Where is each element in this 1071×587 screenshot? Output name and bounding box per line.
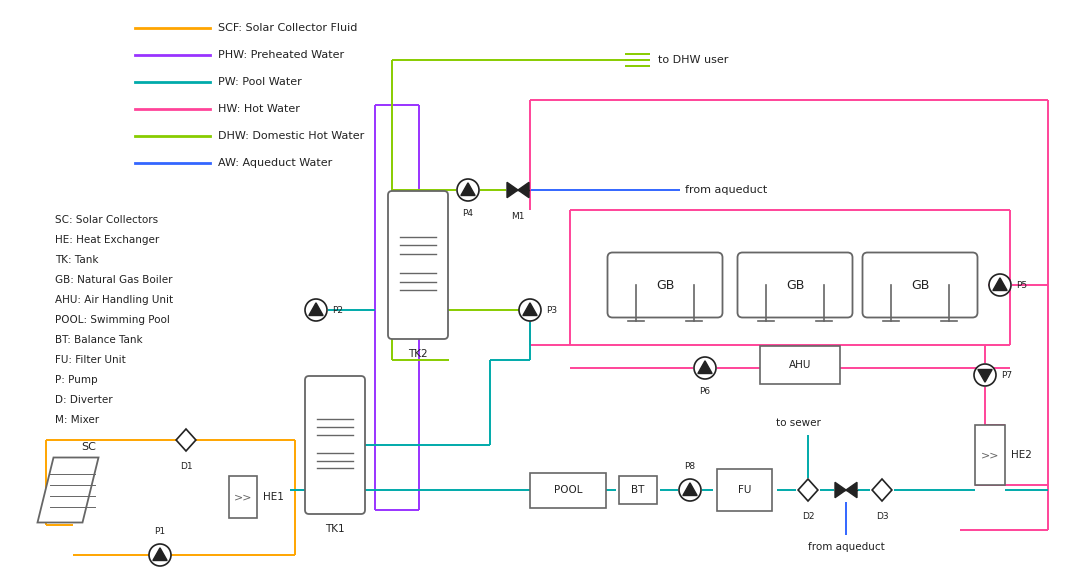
Text: POOL: POOL	[554, 485, 583, 495]
Polygon shape	[308, 303, 323, 315]
Text: P8: P8	[684, 463, 695, 471]
Polygon shape	[176, 429, 196, 451]
Text: POOL: Swimming Pool: POOL: Swimming Pool	[55, 315, 170, 325]
Polygon shape	[872, 479, 892, 501]
Text: D: Diverter: D: Diverter	[55, 395, 112, 405]
Circle shape	[519, 299, 541, 321]
FancyBboxPatch shape	[305, 376, 365, 514]
Text: P7: P7	[1001, 370, 1012, 380]
Text: SCF: Solar Collector Fluid: SCF: Solar Collector Fluid	[218, 23, 358, 33]
Text: P: Pump: P: Pump	[55, 375, 97, 385]
Text: HW: Hot Water: HW: Hot Water	[218, 104, 300, 114]
Text: P2: P2	[332, 305, 344, 315]
Text: TK2: TK2	[408, 349, 427, 359]
Polygon shape	[507, 183, 518, 198]
Polygon shape	[835, 483, 846, 498]
Polygon shape	[993, 278, 1007, 291]
Text: AHU: AHU	[789, 360, 811, 370]
Text: BT: Balance Tank: BT: Balance Tank	[55, 335, 142, 345]
Circle shape	[149, 544, 171, 566]
Text: D1: D1	[180, 462, 193, 471]
Polygon shape	[153, 548, 167, 561]
Bar	[530, 473, 606, 508]
Polygon shape	[461, 183, 476, 195]
Text: from aqueduct: from aqueduct	[685, 185, 767, 195]
Text: to DHW user: to DHW user	[658, 55, 728, 65]
Polygon shape	[846, 483, 857, 498]
FancyBboxPatch shape	[862, 252, 978, 318]
Text: PHW: Preheated Water: PHW: Preheated Water	[218, 50, 344, 60]
Polygon shape	[518, 183, 529, 198]
Bar	[619, 476, 657, 504]
Polygon shape	[37, 457, 99, 522]
Polygon shape	[978, 369, 992, 382]
Text: P4: P4	[463, 209, 473, 218]
Text: M: Mixer: M: Mixer	[55, 415, 100, 425]
Polygon shape	[523, 303, 538, 315]
Text: P1: P1	[154, 527, 166, 537]
FancyBboxPatch shape	[607, 252, 723, 318]
Text: P5: P5	[1016, 281, 1028, 289]
Text: GB: GB	[655, 278, 674, 292]
Circle shape	[457, 179, 479, 201]
Text: to sewer: to sewer	[775, 418, 820, 428]
Text: P3: P3	[546, 305, 558, 315]
Text: FU: Filter Unit: FU: Filter Unit	[55, 355, 125, 365]
Text: from aqueduct: from aqueduct	[808, 542, 885, 552]
Text: HE2: HE2	[1011, 450, 1031, 460]
Text: HE1: HE1	[263, 492, 284, 502]
FancyBboxPatch shape	[738, 252, 853, 318]
Text: P6: P6	[699, 387, 710, 396]
Circle shape	[974, 364, 996, 386]
Circle shape	[679, 479, 702, 501]
Text: D3: D3	[876, 512, 888, 521]
Text: GB: GB	[910, 278, 930, 292]
Polygon shape	[798, 479, 818, 501]
Text: HE: Heat Exchanger: HE: Heat Exchanger	[55, 235, 160, 245]
Polygon shape	[698, 361, 712, 373]
Text: BT: BT	[631, 485, 645, 495]
Text: GB: GB	[786, 278, 804, 292]
Text: TK: Tank: TK: Tank	[55, 255, 99, 265]
Bar	[975, 425, 1005, 485]
Text: FU: FU	[738, 485, 752, 495]
Text: M1: M1	[511, 212, 525, 221]
Circle shape	[305, 299, 327, 321]
Polygon shape	[683, 483, 697, 495]
Bar	[229, 476, 257, 518]
Text: SC: Solar Collectors: SC: Solar Collectors	[55, 215, 159, 225]
Text: SC: SC	[81, 443, 96, 453]
Text: AHU: Air Handling Unit: AHU: Air Handling Unit	[55, 295, 174, 305]
Text: AW: Aqueduct Water: AW: Aqueduct Water	[218, 158, 332, 168]
Bar	[718, 469, 772, 511]
Text: D2: D2	[802, 512, 814, 521]
FancyBboxPatch shape	[388, 191, 448, 339]
Circle shape	[989, 274, 1011, 296]
Bar	[760, 346, 840, 384]
Text: >>: >>	[981, 450, 999, 460]
Text: >>: >>	[233, 492, 253, 502]
Text: PW: Pool Water: PW: Pool Water	[218, 77, 302, 87]
Text: TK1: TK1	[326, 524, 345, 534]
Text: GB: Natural Gas Boiler: GB: Natural Gas Boiler	[55, 275, 172, 285]
Circle shape	[694, 357, 716, 379]
Text: DHW: Domestic Hot Water: DHW: Domestic Hot Water	[218, 131, 364, 141]
